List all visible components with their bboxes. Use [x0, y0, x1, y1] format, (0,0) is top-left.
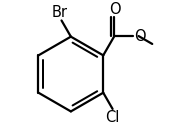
Text: Br: Br: [52, 5, 68, 20]
Text: O: O: [109, 2, 121, 17]
Text: O: O: [134, 29, 145, 44]
Text: Cl: Cl: [105, 110, 120, 125]
